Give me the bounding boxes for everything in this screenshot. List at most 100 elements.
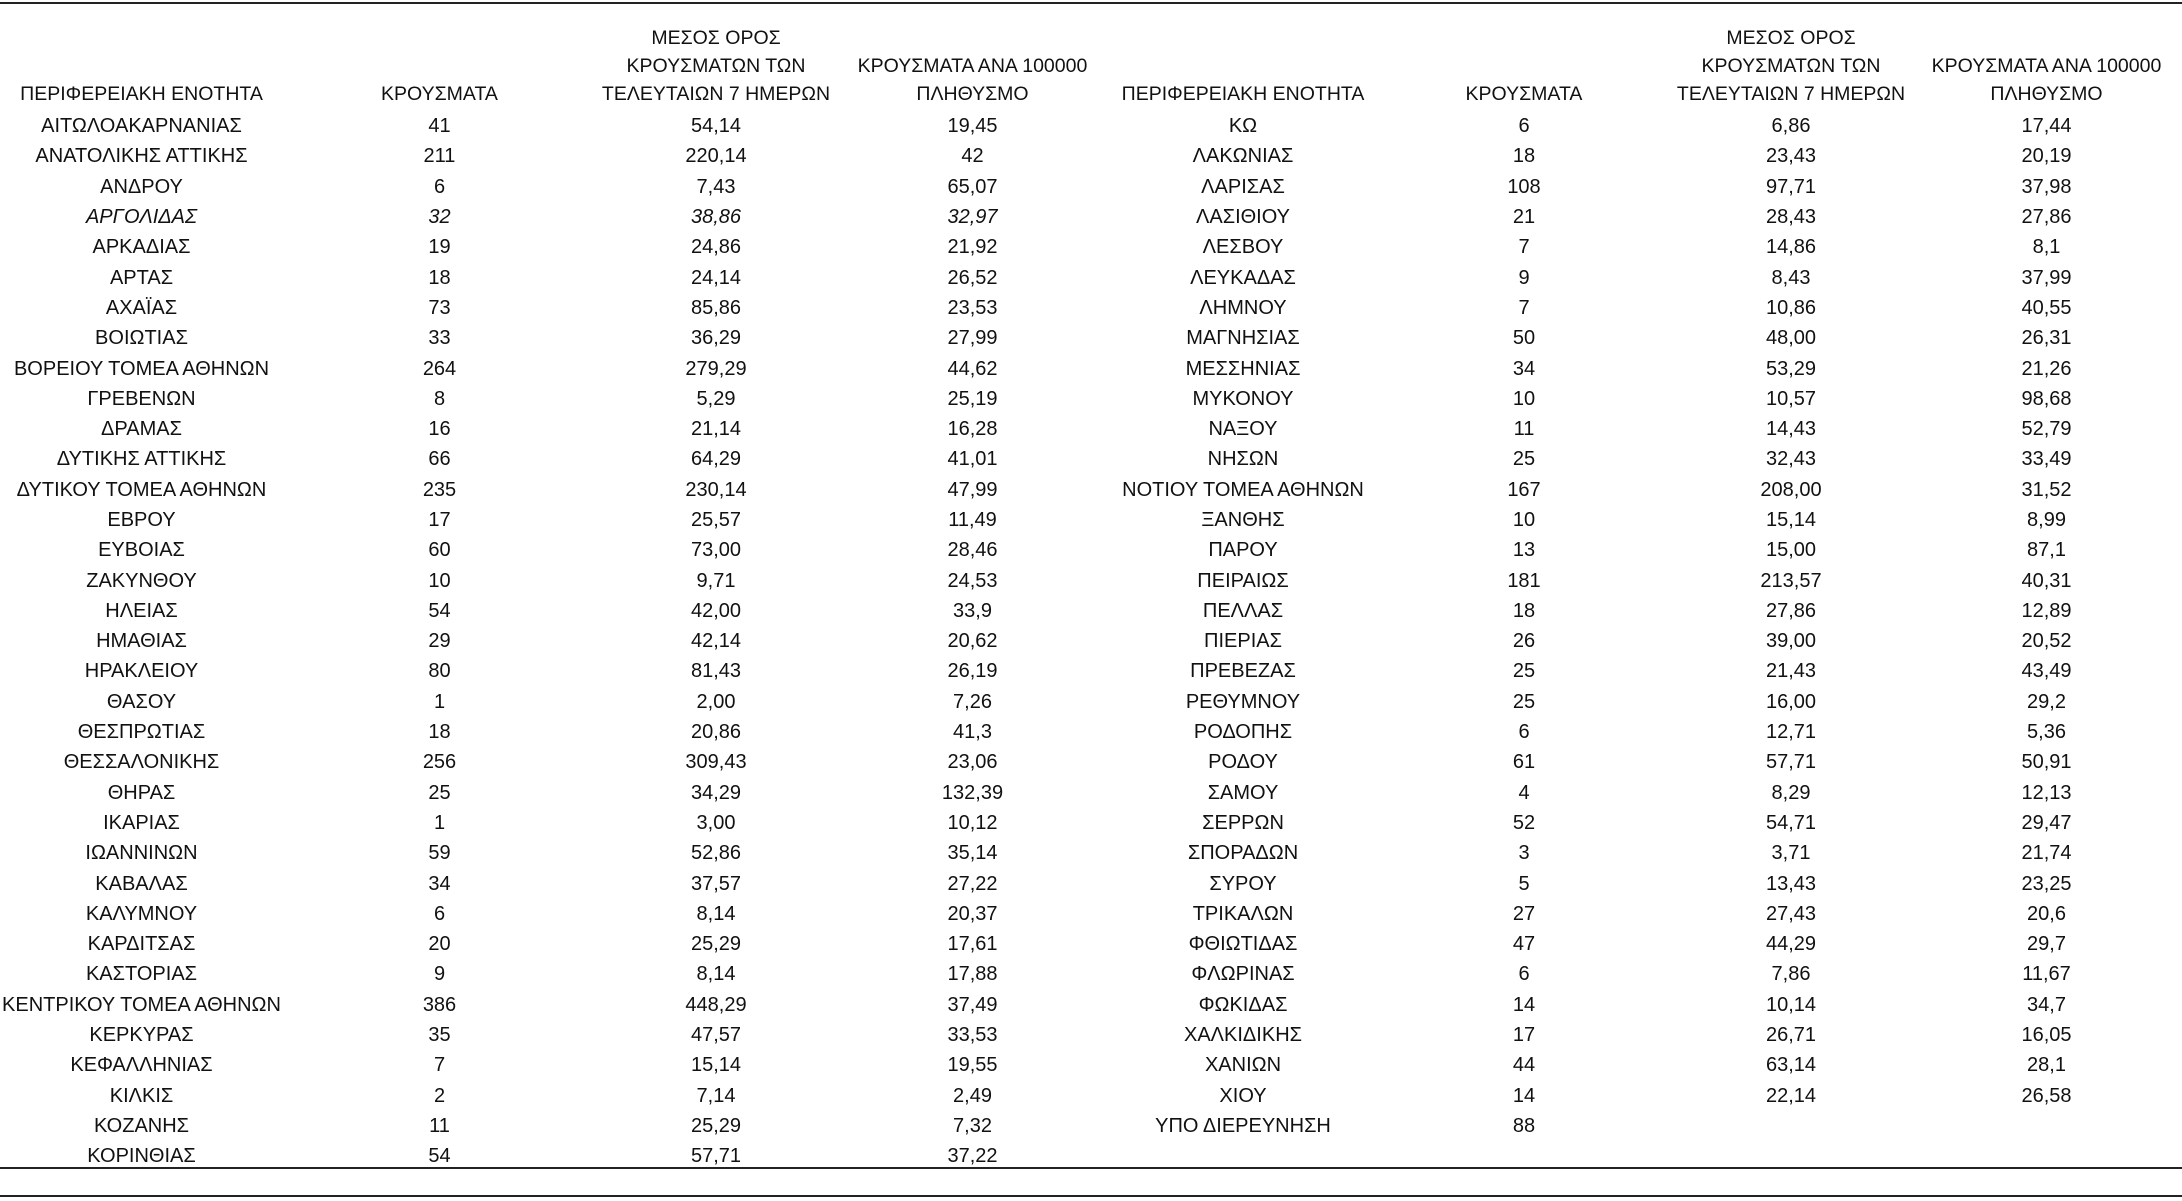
- cell-region: ΛΕΥΚΑΔΑΣ: [1190, 266, 1296, 289]
- cell-avg7: 7,14: [696, 1084, 736, 1107]
- cell-avg7: 63,14: [1765, 1054, 1817, 1077]
- cell-per100k: 2,49: [953, 1084, 992, 1107]
- header-line: ΜΕΣΟΣ ΟΡΟΣ: [651, 27, 781, 49]
- cell-region: ΗΡΑΚΛΕΙΟΥ: [84, 660, 199, 683]
- cell-per100k: 19,55: [947, 1054, 998, 1077]
- cell-region: ΗΛΕΙΑΣ: [105, 599, 178, 622]
- cell-region: ΑΝΑΤΟΛΙΚΗΣ ΑΤΤΙΚΗΣ: [35, 145, 248, 168]
- cell-cases: 19: [428, 236, 451, 259]
- cell-cases: 235: [422, 478, 457, 501]
- header-line: ΚΡΟΥΣΜΑΤΑ: [1465, 83, 1583, 105]
- cell-region: ΛΕΣΒΟΥ: [1202, 236, 1284, 259]
- table-row: ΔΡΑΜΑΣ 16 21,14 16,28 ΝΑΞΟΥ 11 14,43 52,79: [0, 414, 2182, 444]
- cell-cases: 9: [1518, 266, 1530, 289]
- cell-region: ΑΙΤΩΛΟΑΚΑΡΝΑΝΙΑΣ: [41, 115, 242, 138]
- cell-cases: 27: [1512, 902, 1536, 925]
- cell-per100k: 21,92: [947, 236, 998, 259]
- header-per100k-right: ΚΡΟΥΣΜΑΤΑ ΑΝΑ 100000 ΠΛΗΘΥΣΜΟ: [1911, 18, 2182, 111]
- table-row: ΚΑΒΑΛΑΣ 34 37,57 27,22 ΣΥΡΟΥ 5 13,43 23,25: [0, 868, 2182, 898]
- cell-region: ΜΑΓΝΗΣΙΑΣ: [1186, 327, 1300, 350]
- cell-region: ΑΧΑΪΑΣ: [105, 296, 178, 319]
- table-row: ΑΝΔΡΟΥ 6 7,43 65,07 ΛΑΡΙΣΑΣ 108 97,71 37,98: [0, 172, 2182, 202]
- header-line: ΚΡΟΥΣΜΑΤΩΝ ΤΩΝ: [1701, 55, 1881, 77]
- cell-avg7: 6,86: [1771, 115, 1811, 138]
- table-row: ΚΕΡΚΥΡΑΣ 35 47,57 33,53 ΧΑΛΚΙΔΙΚΗΣ 17 26,71 16,…: [0, 1020, 2182, 1050]
- table-row: ΑΝΑΤΟΛΙΚΗΣ ΑΤΤΙΚΗΣ 211 220,14 42 ΛΑΚΩΝΙΑΣ 18 2…: [0, 141, 2182, 171]
- cell-region: ΘΗΡΑΣ: [107, 781, 176, 804]
- cell-region: ΚΟΖΑΝΗΣ: [93, 1114, 190, 1137]
- cell-region: ΚΟΡΙΝΘΙΑΣ: [87, 1145, 196, 1168]
- cell-region: ΜΥΚΟΝΟΥ: [1192, 387, 1294, 410]
- cell-avg7: 37,57: [690, 872, 742, 895]
- cell-cases: 59: [428, 842, 451, 865]
- cell-cases: 41: [428, 115, 451, 138]
- cell-cases: 11: [429, 1114, 450, 1137]
- header-line: ΤΕΛΕΥΤΑΙΩΝ 7 ΗΜΕΡΩΝ: [1676, 83, 1906, 105]
- header-line: ΠΕΡΙΦΕΡΕΙΑΚΗ ΕΝΟΤΗΤΑ: [1121, 83, 1365, 105]
- cell-per100k: 20,19: [2021, 145, 2072, 168]
- cell-per100k: 11,49: [948, 509, 997, 531]
- header-cases-right: ΚΡΟΥΣΜΑΤΑ: [1377, 18, 1671, 111]
- cell-avg7: 42,14: [690, 630, 742, 653]
- header-avg7-left: ΜΕΣΟΣ ΟΡΟΣ ΚΡΟΥΣΜΑΤΩΝ ΤΩΝ ΤΕΛΕΥΤΑΙΩΝ 7 ΗΜΕ…: [596, 18, 836, 111]
- cell-avg7: 16,00: [1765, 690, 1817, 713]
- cell-avg7: 220,14: [685, 145, 747, 168]
- cell-avg7: 8,43: [1771, 266, 1811, 289]
- cell-cases: 20: [428, 933, 451, 956]
- cell-avg7: 73,00: [690, 539, 742, 562]
- cell-region: ΘΕΣΠΡΩΤΙΑΣ: [77, 721, 206, 744]
- cell-avg7: 15,14: [1765, 509, 1817, 531]
- cell-cases: 6: [433, 902, 446, 925]
- header-region-right: ΠΕΡΙΦΕΡΕΙΑΚΗ ΕΝΟΤΗΤΑ: [1109, 18, 1377, 111]
- cell-region: ΚΑΛΥΜΝΟΥ: [85, 902, 198, 925]
- cell-per100k: 98,68: [2021, 387, 2072, 410]
- cell-avg7: 97,71: [1765, 175, 1817, 198]
- cell-per100k: 28,46: [947, 539, 998, 562]
- cell-region: ΚΑΡΔΙΤΣΑΣ: [87, 933, 196, 956]
- cell-cases: 386: [422, 993, 457, 1016]
- cell-avg7: 3,71: [1771, 842, 1811, 865]
- cell-per100k: 8,1: [2032, 236, 2061, 259]
- cell-region: ΠΙΕΡΙΑΣ: [1204, 630, 1282, 653]
- cell-cases: 88: [1512, 1114, 1536, 1137]
- table-row: ΘΗΡΑΣ 25 34,29 132,39 ΣΑΜΟΥ 4 8,29 12,13: [0, 778, 2182, 808]
- cell-region: ΙΩΑΝΝΙΝΩΝ: [85, 842, 198, 865]
- cell-region: ΒΟΡΕΙΟΥ ΤΟΜΕΑ ΑΘΗΝΩΝ: [13, 357, 270, 380]
- table-row: ΔΥΤΙΚΗΣ ΑΤΤΙΚΗΣ 66 64,29 41,01 ΝΗΣΩΝ 25 32,43 3…: [0, 444, 2182, 474]
- cell-cases: 25: [1512, 660, 1536, 683]
- cell-per100k: 12,89: [2021, 599, 2072, 622]
- cell-avg7: 5,29: [696, 387, 736, 410]
- cell-region: ΥΠΟ ΔΙΕΡΕΥΝΗΣΗ: [1155, 1114, 1331, 1137]
- cell-region: ΦΩΚΙΔΑΣ: [1198, 993, 1288, 1016]
- cell-region: ΕΒΡΟΥ: [107, 509, 176, 531]
- cell-cases: 26: [1512, 630, 1536, 653]
- cell-per100k: 20,6: [2027, 902, 2066, 925]
- cell-per100k: 26,52: [947, 266, 998, 289]
- cell-avg7: 22,14: [1765, 1084, 1817, 1107]
- cell-cases: 10: [1512, 387, 1536, 410]
- cell-region: ΧΙΟΥ: [1219, 1084, 1267, 1107]
- cell-region: ΛΗΜΝΟΥ: [1199, 296, 1287, 319]
- cell-cases: 108: [1507, 175, 1541, 198]
- header-region-left: ΠΕΡΙΦΕΡΕΙΑΚΗ ΕΝΟΤΗΤΑ: [0, 18, 283, 111]
- cell-cases: 25: [1512, 448, 1536, 471]
- cell-per100k: 40,31: [2021, 569, 2072, 592]
- cell-cases: 61: [1512, 751, 1536, 774]
- cell-per100k: 29,7: [2027, 933, 2066, 956]
- cases-table: ΠΕΡΙΦΕΡΕΙΑΚΗ ΕΝΟΤΗΤΑ ΚΡΟΥΣΜΑΤΑ ΜΕΣΟΣ ΟΡΟΣ Κ…: [0, 18, 2182, 1171]
- cell-avg7: 53,29: [1765, 357, 1817, 380]
- cell-cases: 8: [433, 387, 446, 410]
- cell-avg7: 48,00: [1765, 327, 1817, 350]
- cell-per100k: 25,19: [947, 387, 998, 410]
- cell-per100k: 50,91: [2021, 751, 2072, 774]
- cell-cases: 44: [1512, 1054, 1536, 1077]
- cell-avg7: 27,86: [1765, 599, 1817, 622]
- cell-region: ΛΑΚΩΝΙΑΣ: [1192, 145, 1294, 168]
- cell-avg7: 26,71: [1765, 1024, 1817, 1047]
- cell-per100k: 11,67: [2022, 963, 2071, 986]
- cell-avg7: 230,14: [685, 478, 747, 501]
- cell-per100k: 33,9: [953, 599, 992, 622]
- cell-region: ΚΩ: [1228, 115, 1258, 138]
- cell-region: ΣΑΜΟΥ: [1207, 781, 1279, 804]
- cell-avg7: 34,29: [690, 781, 742, 804]
